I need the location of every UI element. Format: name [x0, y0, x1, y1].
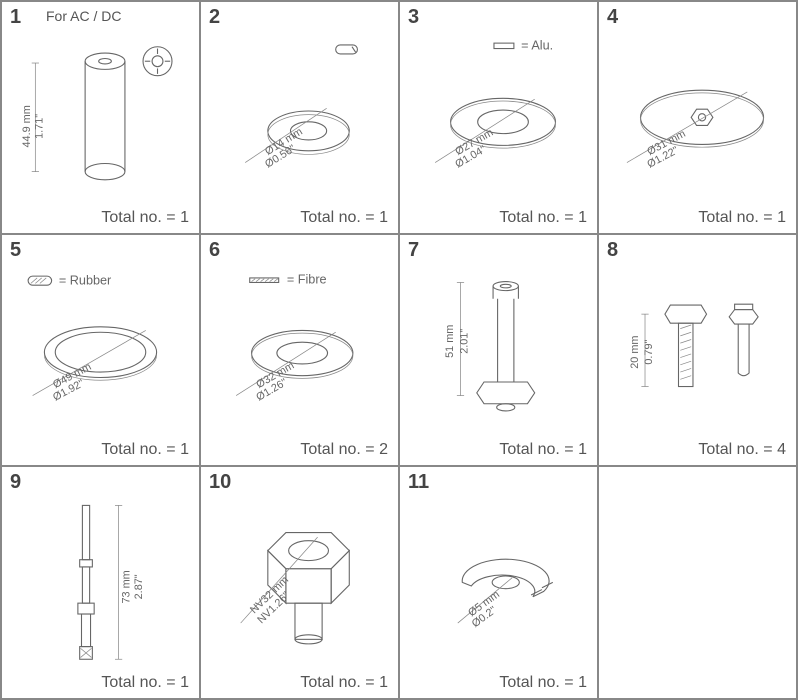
dim-metric: 51 mm: [444, 324, 456, 357]
cell-7: 7 51 mm 2.01": [399, 234, 598, 467]
total-label: Total no. = 1: [499, 209, 587, 227]
cell-4: 4 Ø31 mm Ø1.22" Total no. = 1: [598, 1, 797, 234]
cell-note: = Rubber: [59, 273, 111, 287]
parts-grid: 1 For AC / DC 44.9 mm 1.71": [0, 0, 798, 700]
cell-5: 5 = Rubber Ø49 mm Ø1.92" T: [1, 234, 200, 467]
dim-metric: 20 mm: [629, 335, 641, 368]
dim-imperial: 0.79": [643, 339, 655, 364]
cell-1: 1 For AC / DC 44.9 mm 1.71": [1, 1, 200, 234]
diagram-oring: = Rubber Ø49 mm Ø1.92": [10, 241, 191, 460]
diagram-spindle: 73 mm 2.87": [10, 473, 191, 692]
diagram-washer-14: Ø14 mm Ø0.56": [209, 8, 390, 227]
total-label: Total no. = 1: [499, 674, 587, 692]
diagram-hex-bolt: 20 mm 0.79": [607, 241, 788, 460]
dim-imperial: 1.71": [34, 114, 46, 139]
total-label: Total no. = 2: [300, 441, 388, 459]
diagram-cylinder-post: 44.9 mm 1.71": [10, 8, 191, 227]
total-label: Total no. = 1: [101, 674, 189, 692]
total-label: Total no. = 1: [499, 441, 587, 459]
diagram-split-washer: Ø5 mm Ø0.2": [408, 473, 589, 692]
total-label: Total no. = 1: [101, 209, 189, 227]
total-label: Total no. = 1: [101, 441, 189, 459]
cell-note: = Fibre: [287, 272, 327, 286]
dim-metric: 73 mm: [120, 571, 132, 604]
cell-11: 11 Ø5 mm Ø0.2" Total no. = 1: [399, 466, 598, 699]
diagram-washer-27: = Alu. Ø27 mm Ø1.04": [408, 8, 589, 227]
diagram-stud-bolt: 51 mm 2.01": [408, 241, 589, 460]
cell-2: 2 Ø14 mm Ø0.56" Total no. = 1: [200, 1, 399, 234]
total-label: Total no. = 1: [300, 209, 388, 227]
total-label: Total no. = 4: [698, 441, 786, 459]
cell-10: 10 NV32 mm NV1.26" Total no. =: [200, 466, 399, 699]
cell-3: 3 = Alu. Ø27 mm Ø1.04" Total no. = 1: [399, 1, 598, 234]
cell-note: = Alu.: [521, 38, 553, 52]
dim-imperial: 2.87": [133, 575, 145, 600]
total-label: Total no. = 1: [300, 674, 388, 692]
diagram-hex-nut: NV32 mm NV1.26": [209, 473, 390, 692]
dim-metric: 44.9 mm: [21, 105, 33, 147]
total-label: Total no. = 1: [698, 209, 786, 227]
diagram-disc-nut: Ø31 mm Ø1.22": [607, 8, 788, 227]
cell-8: 8 20 mm 0.79": [598, 234, 797, 467]
dim-imperial: 2.01": [459, 328, 471, 353]
diagram-washer-32: = Fibre Ø32 mm Ø1.26": [209, 241, 390, 460]
cell-empty: [598, 466, 797, 699]
cell-9: 9 73 mm 2.87" Total no.: [1, 466, 200, 699]
cell-6: 6 = Fibre Ø32 mm Ø1.26" To: [200, 234, 399, 467]
